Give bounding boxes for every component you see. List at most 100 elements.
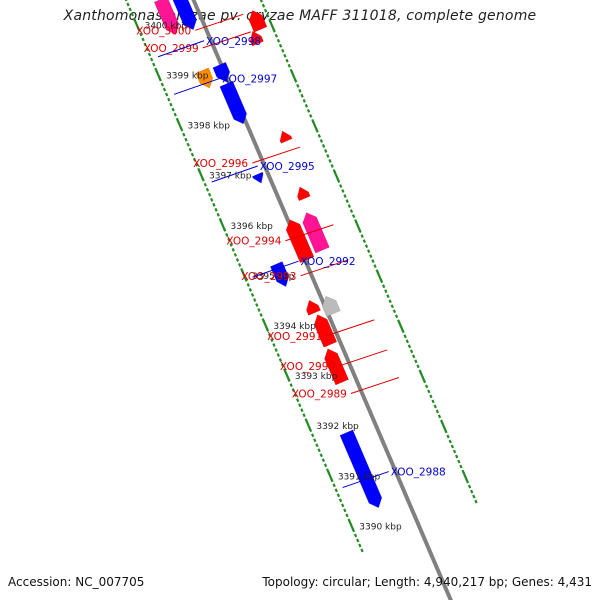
tick-mark bbox=[455, 454, 459, 459]
tick-mark bbox=[360, 234, 364, 239]
gene-arrow bbox=[339, 429, 383, 509]
tick-mark bbox=[272, 343, 276, 347]
tick-mark bbox=[356, 538, 360, 543]
gene-label-leader bbox=[338, 349, 388, 367]
tick-mark bbox=[467, 484, 472, 489]
tick-mark bbox=[233, 252, 237, 257]
tick-mark bbox=[225, 232, 229, 237]
tick-mark bbox=[308, 428, 313, 433]
gene-label[interactable]: XOO_2994 bbox=[226, 236, 281, 248]
tick-mark bbox=[188, 147, 192, 152]
genome-summary-text: Topology: circular; Length: 4,940,217 bp… bbox=[262, 575, 592, 589]
tick-mark bbox=[336, 493, 341, 498]
tick-mark bbox=[278, 43, 283, 48]
gene-arrow bbox=[248, 9, 268, 33]
gene-arrow bbox=[306, 299, 321, 316]
tick-mark bbox=[324, 149, 328, 153]
tick-mark bbox=[274, 348, 278, 352]
tick-mark bbox=[262, 319, 269, 331]
tick-mark bbox=[326, 470, 333, 481]
gene-label-leader bbox=[157, 40, 205, 58]
kbp-label: 3390 kbp bbox=[359, 522, 402, 532]
tick-mark bbox=[294, 78, 298, 83]
tick-mark bbox=[397, 321, 404, 332]
tick-mark bbox=[287, 378, 291, 383]
tick-mark bbox=[407, 344, 412, 349]
tick-mark bbox=[315, 443, 319, 448]
tick-mark bbox=[305, 420, 312, 431]
tick-mark bbox=[345, 513, 349, 518]
tick-mark bbox=[338, 498, 343, 503]
tick-mark bbox=[133, 19, 140, 30]
tick-mark bbox=[300, 408, 304, 413]
tick-mark bbox=[143, 42, 147, 47]
tick-mark bbox=[321, 144, 326, 148]
tick-mark bbox=[311, 120, 318, 131]
kbp-label: 3395 kbp bbox=[252, 272, 295, 282]
tick-mark bbox=[248, 288, 253, 292]
tick-mark bbox=[429, 394, 433, 399]
tick-mark bbox=[272, 28, 276, 33]
gene-label[interactable]: XOO_2993 bbox=[241, 271, 296, 283]
tick-mark bbox=[210, 197, 214, 202]
tick-mark bbox=[186, 142, 190, 147]
tick-mark bbox=[276, 38, 281, 43]
tick-mark bbox=[390, 304, 394, 309]
tick-mark bbox=[155, 69, 162, 80]
gene-label[interactable]: XOO_2998 bbox=[206, 36, 261, 48]
tick-mark bbox=[330, 478, 334, 483]
tick-mark bbox=[465, 479, 470, 484]
gene-label[interactable]: XOO_2999 bbox=[144, 43, 199, 55]
tick-mark bbox=[261, 3, 266, 8]
tick-mark bbox=[290, 70, 297, 81]
tick-mark bbox=[371, 259, 375, 264]
gene-label[interactable]: XOO_3000 bbox=[136, 25, 191, 37]
tick-mark bbox=[304, 103, 309, 108]
gene-label[interactable]: XOO_2995 bbox=[260, 161, 315, 173]
kbp-label: 3392 kbp bbox=[316, 422, 359, 432]
gene-label-leader bbox=[326, 319, 375, 337]
tick-mark bbox=[384, 289, 388, 294]
kbp-label: 3398 kbp bbox=[188, 122, 231, 132]
tick-mark bbox=[345, 199, 349, 203]
tick-mark bbox=[287, 63, 291, 68]
tick-track-right bbox=[124, 0, 364, 553]
tick-mark bbox=[268, 333, 272, 337]
tick-mark bbox=[334, 488, 338, 493]
tick-mark bbox=[348, 520, 355, 531]
tick-mark bbox=[317, 134, 321, 138]
tick-mark bbox=[259, 0, 263, 3]
kbp-label: 3396 kbp bbox=[230, 222, 273, 232]
tick-mark bbox=[403, 334, 407, 339]
gene-arrow bbox=[172, 0, 197, 31]
tick-mark bbox=[229, 242, 233, 247]
gene-label[interactable]: XOO_2990 bbox=[280, 361, 335, 373]
tick-mark bbox=[446, 434, 450, 439]
gene-label[interactable]: XOO_2988 bbox=[391, 467, 446, 479]
tick-mark bbox=[472, 494, 476, 499]
tick-mark bbox=[165, 92, 169, 97]
gene-label-leader bbox=[202, 31, 251, 49]
gene-label[interactable]: XOO_2996 bbox=[193, 158, 248, 170]
tick-mark bbox=[227, 237, 231, 242]
tick-mark bbox=[250, 293, 255, 297]
tick-mark bbox=[244, 278, 248, 282]
tick-mark bbox=[216, 212, 220, 217]
gene-label[interactable]: XOO_2992 bbox=[301, 256, 356, 268]
gene-arrow bbox=[195, 67, 214, 89]
tick-mark bbox=[317, 448, 321, 453]
tick-mark bbox=[367, 249, 371, 254]
tick-mark bbox=[343, 194, 347, 198]
tick-mark bbox=[448, 439, 452, 444]
gene-arrow bbox=[219, 80, 248, 125]
tick-mark bbox=[351, 214, 356, 218]
tick-mark bbox=[235, 257, 240, 262]
gene-label[interactable]: XOO_2997 bbox=[222, 73, 277, 85]
gene-label[interactable]: XOO_2991 bbox=[267, 331, 322, 343]
tick-mark bbox=[283, 370, 290, 381]
tick-mark bbox=[259, 313, 263, 317]
tick-mark bbox=[369, 254, 373, 259]
tick-mark bbox=[212, 202, 216, 207]
tick-mark bbox=[319, 453, 323, 458]
gene-label[interactable]: XOO_2989 bbox=[292, 389, 347, 401]
